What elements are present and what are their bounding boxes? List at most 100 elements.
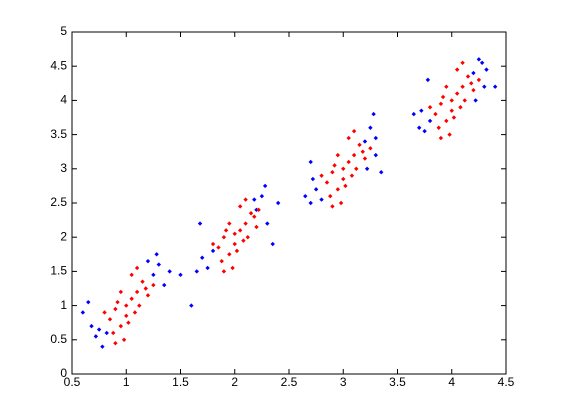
point xyxy=(156,262,161,267)
point xyxy=(252,197,257,202)
point xyxy=(232,231,237,236)
point xyxy=(438,101,444,107)
point xyxy=(243,221,248,226)
point xyxy=(248,211,254,216)
point xyxy=(93,334,99,339)
x-tick-label: 3 xyxy=(340,375,347,389)
point xyxy=(178,272,183,278)
point xyxy=(362,139,368,144)
point xyxy=(121,337,127,342)
point xyxy=(482,84,487,89)
point xyxy=(440,94,446,100)
point xyxy=(308,200,313,206)
point xyxy=(256,207,261,213)
point xyxy=(419,108,424,113)
point xyxy=(254,224,259,230)
point xyxy=(341,166,346,171)
point xyxy=(151,282,156,288)
point xyxy=(335,187,341,192)
point xyxy=(341,176,346,182)
point xyxy=(227,252,232,257)
point xyxy=(237,228,243,233)
y-tick-label: 4 xyxy=(60,93,67,107)
y-tick-label: 3 xyxy=(60,161,67,175)
point xyxy=(349,173,355,178)
point xyxy=(252,214,257,219)
point xyxy=(115,299,120,305)
point xyxy=(126,320,131,325)
point xyxy=(427,105,433,110)
point xyxy=(134,265,140,271)
point xyxy=(154,252,159,257)
point xyxy=(479,60,485,65)
point xyxy=(438,135,444,141)
point xyxy=(449,98,454,103)
point xyxy=(451,115,457,120)
y-tick-label: 0 xyxy=(60,366,67,380)
point xyxy=(379,170,384,175)
point xyxy=(129,296,134,301)
point xyxy=(364,166,370,171)
point xyxy=(230,265,235,271)
point xyxy=(484,67,489,72)
x-tick-label: 2.5 xyxy=(281,375,298,389)
point xyxy=(471,70,476,76)
point xyxy=(465,74,471,79)
point xyxy=(151,272,156,278)
point xyxy=(275,200,281,206)
point xyxy=(303,193,308,199)
point xyxy=(368,146,373,151)
y-tick-label: 1.5 xyxy=(50,264,67,278)
point xyxy=(357,142,362,148)
point xyxy=(134,289,140,295)
point xyxy=(143,286,148,291)
point xyxy=(129,272,134,278)
point xyxy=(447,132,452,137)
point xyxy=(425,77,431,83)
point xyxy=(194,269,199,274)
point xyxy=(237,204,243,209)
point xyxy=(417,125,422,130)
point xyxy=(200,255,205,260)
point xyxy=(216,245,221,250)
point xyxy=(354,166,359,171)
point xyxy=(319,197,324,202)
plot-area xyxy=(71,31,507,375)
point xyxy=(351,128,357,134)
point xyxy=(140,279,145,284)
point xyxy=(473,98,478,103)
point xyxy=(373,152,378,158)
point xyxy=(210,241,216,247)
point xyxy=(411,111,416,117)
point xyxy=(313,187,319,192)
point xyxy=(454,67,460,72)
point xyxy=(234,248,240,254)
point xyxy=(137,303,142,308)
point xyxy=(102,310,107,315)
point xyxy=(492,84,498,89)
x-tick-label: 4.5 xyxy=(498,375,515,389)
point xyxy=(124,313,129,319)
point xyxy=(259,193,265,199)
point xyxy=(210,248,216,254)
point xyxy=(262,183,268,189)
point xyxy=(265,221,270,226)
point xyxy=(86,299,91,305)
point xyxy=(162,282,167,288)
point xyxy=(436,125,441,130)
point xyxy=(243,197,248,202)
point xyxy=(310,176,316,182)
x-tick-label: 1.5 xyxy=(172,375,189,389)
point xyxy=(132,310,138,315)
point xyxy=(113,341,118,346)
point xyxy=(189,303,194,308)
point xyxy=(368,125,373,130)
point xyxy=(332,163,337,168)
point xyxy=(346,159,351,165)
point xyxy=(346,135,351,141)
point xyxy=(328,193,333,199)
point xyxy=(335,152,341,158)
point xyxy=(343,183,348,189)
point xyxy=(338,200,344,206)
